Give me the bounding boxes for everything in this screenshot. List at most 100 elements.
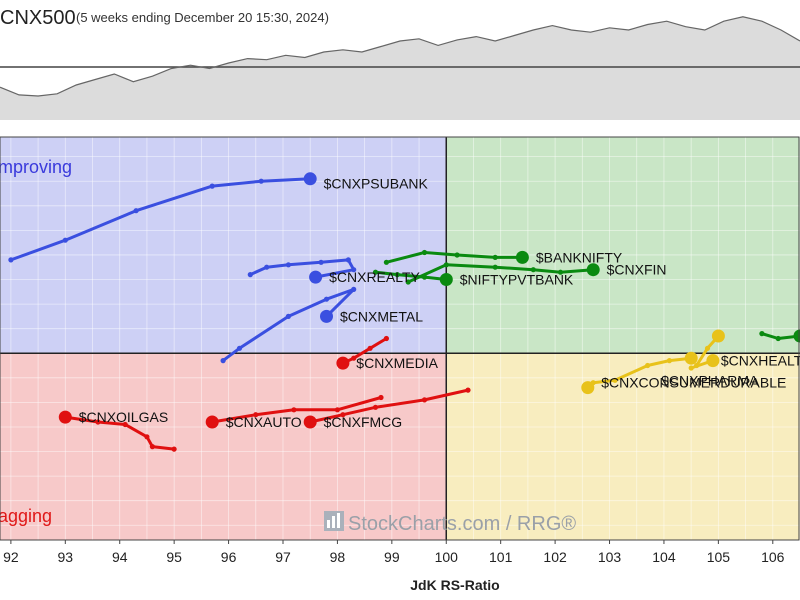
series-label: $NIFTYPVTBANK	[460, 272, 574, 288]
series-head-point[interactable]	[309, 270, 323, 284]
tail-point[interactable]	[285, 262, 291, 268]
series-head-point[interactable]	[303, 172, 317, 186]
watermark-text: StockCharts.com / RRG®	[348, 513, 576, 535]
tail-point[interactable]	[372, 404, 379, 410]
rrg-series-tail	[247, 257, 357, 284]
series-head-point[interactable]	[58, 410, 72, 424]
series-label: $CNXOILGAS	[79, 409, 168, 425]
series-label: $CNXMETAL	[340, 308, 423, 324]
period-subtitle: (5 weeks ending December 20 15:30, 2024)	[76, 10, 329, 25]
rrg-series-tail	[581, 381, 595, 395]
tail-point[interactable]	[264, 264, 270, 270]
tail-point[interactable]	[421, 249, 428, 256]
series-head-point[interactable]	[205, 415, 219, 429]
tail-point[interactable]	[209, 183, 215, 189]
tail-point[interactable]	[340, 412, 346, 418]
tail-point[interactable]	[666, 358, 673, 364]
series-head-point[interactable]	[684, 351, 698, 365]
tail-line	[63, 415, 176, 451]
tail-point[interactable]	[378, 394, 384, 401]
tail-point[interactable]	[318, 259, 324, 265]
tail-point[interactable]	[133, 208, 139, 214]
tail-point[interactable]	[612, 377, 618, 383]
tail-point[interactable]	[171, 446, 177, 452]
rrg-series-tail	[383, 249, 529, 265]
x-tick-label: 103	[598, 549, 622, 565]
rrg-series-tail	[694, 329, 725, 369]
improving-quadrant-label: mproving	[0, 157, 72, 177]
lagging-quadrant	[0, 353, 447, 540]
tail-point[interactable]	[247, 272, 253, 278]
series-head-point[interactable]	[439, 273, 453, 286]
tail-point[interactable]	[465, 387, 471, 393]
rrg-series-tail	[8, 172, 317, 263]
series-head-point[interactable]	[515, 250, 529, 264]
tail-point[interactable]	[258, 178, 264, 184]
tail-point[interactable]	[351, 286, 357, 292]
tail-point[interactable]	[236, 345, 243, 351]
tail-point[interactable]	[530, 267, 536, 273]
chart-frame	[0, 136, 800, 541]
tail-point[interactable]	[351, 267, 357, 273]
tail-point[interactable]	[220, 358, 226, 364]
rrg-series-tail	[58, 410, 177, 452]
rrg-series-tail	[336, 335, 389, 370]
rrg-series-tail	[220, 286, 357, 364]
series-label: $CNXFMCG	[324, 414, 403, 430]
x-tick-label: 104	[652, 549, 676, 565]
x-tick-label: 99	[384, 549, 400, 565]
improving-quadrant	[0, 137, 447, 354]
tail-point[interactable]	[8, 257, 14, 263]
tail-point[interactable]	[443, 262, 449, 268]
tail-point[interactable]	[95, 419, 101, 425]
tail-point[interactable]	[557, 269, 564, 275]
tail-point[interactable]	[383, 335, 389, 342]
tail-point[interactable]	[645, 362, 651, 369]
tail-point[interactable]	[492, 264, 498, 270]
tail-point[interactable]	[323, 296, 330, 302]
series-label: $CNXCONSUMERDURABLE	[601, 375, 786, 391]
series-head-point[interactable]	[706, 354, 720, 368]
tail-point[interactable]	[351, 355, 357, 361]
tail-point[interactable]	[144, 434, 150, 440]
x-tick-label: 95	[166, 549, 182, 565]
tail-point[interactable]	[454, 252, 460, 258]
quadrant-backgrounds	[0, 137, 800, 540]
tail-point[interactable]	[372, 269, 379, 275]
tail-point[interactable]	[285, 313, 291, 319]
index-chart-area	[0, 16, 800, 120]
series-label: $CNXPSUBANK	[324, 176, 429, 192]
tail-line	[406, 263, 595, 284]
tail-point[interactable]	[775, 335, 781, 342]
tail-point[interactable]	[421, 397, 428, 403]
tail-point[interactable]	[688, 365, 694, 371]
tail-point[interactable]	[253, 412, 259, 418]
lagging-quadrant-label: agging	[0, 506, 52, 526]
x-tick-label: 96	[221, 549, 237, 565]
series-head-point[interactable]	[320, 309, 333, 323]
tail-point[interactable]	[405, 279, 411, 285]
tail-point[interactable]	[759, 331, 765, 337]
tail-point[interactable]	[394, 272, 400, 278]
tail-point[interactable]	[492, 254, 498, 260]
series-head-point[interactable]	[581, 381, 595, 395]
tail-point[interactable]	[367, 345, 373, 351]
series-head-point[interactable]	[711, 329, 725, 343]
series-head-point[interactable]	[303, 415, 317, 429]
series-head-point[interactable]	[336, 356, 350, 370]
tail-point[interactable]	[122, 421, 128, 428]
series-head-point[interactable]	[793, 329, 800, 343]
series-head-point[interactable]	[586, 263, 600, 277]
tail-point[interactable]	[334, 407, 340, 413]
tail-point[interactable]	[345, 257, 351, 263]
tail-point[interactable]	[383, 259, 389, 265]
rrg-series-tail	[405, 262, 600, 285]
tail-point[interactable]	[704, 345, 711, 351]
tail-point[interactable]	[421, 274, 428, 280]
tail-point[interactable]	[62, 237, 68, 243]
series-label: $CNXREALTY	[329, 269, 420, 285]
tail-point[interactable]	[291, 407, 297, 413]
series-label: $BANKNIFTY	[536, 249, 623, 265]
tail-point[interactable]	[149, 444, 155, 450]
